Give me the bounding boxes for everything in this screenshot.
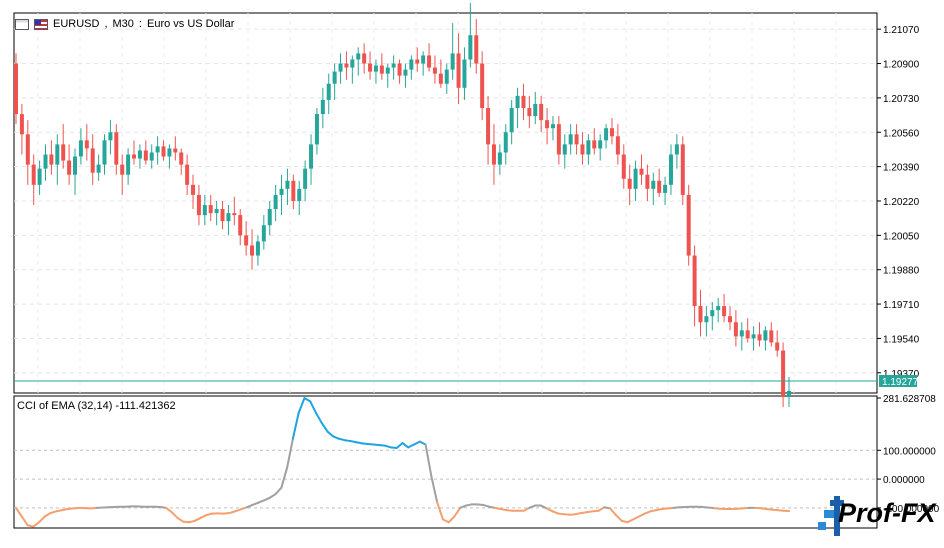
indicator-tick-label: 0.000000 (883, 475, 925, 486)
chart-timeframe: M30 (113, 18, 134, 30)
candle (687, 185, 691, 266)
candle (681, 136, 685, 205)
candle (14, 53, 18, 124)
price-tick-label: 1.20220 (883, 197, 920, 208)
prof-fx-logo: Prof-FX (818, 494, 943, 543)
indicator-label: CCI of EMA (32,14) -111.421362 (17, 400, 176, 412)
chart-symbol: EURUSD (53, 18, 99, 30)
price-tick-label: 1.19880 (883, 266, 920, 277)
current-price-value: 1.19277 (882, 377, 919, 388)
price-tick-label: 1.20390 (883, 163, 920, 174)
chart-title: EURUSD, M30: Euro vs US Dollar (15, 16, 234, 32)
indicator-tick-label: 281.628708 (883, 394, 936, 405)
indicator-tick-label: 100.000000 (883, 446, 936, 457)
price-tick-label: 1.20730 (883, 94, 920, 105)
price-tick-label: 1.20560 (883, 128, 920, 139)
price-tick-label: 1.19710 (883, 300, 920, 311)
price-scale[interactable]: 1.21070 1.20900 1.20730 1.20560 1.20390 1.202… (877, 25, 920, 380)
chart-description: Euro vs US Dollar (147, 18, 234, 30)
logo-text: Prof-FX (838, 498, 936, 529)
price-tick-label: 1.20050 (883, 231, 920, 242)
price-tick-label: 1.21070 (883, 25, 920, 36)
currency-flag-icon (34, 19, 48, 30)
chart-window-icon (15, 19, 29, 30)
current-price-tag: 1.19277 (879, 375, 919, 388)
price-tick-label: 1.19540 (883, 334, 920, 345)
price-tick-label: 1.20900 (883, 60, 920, 71)
